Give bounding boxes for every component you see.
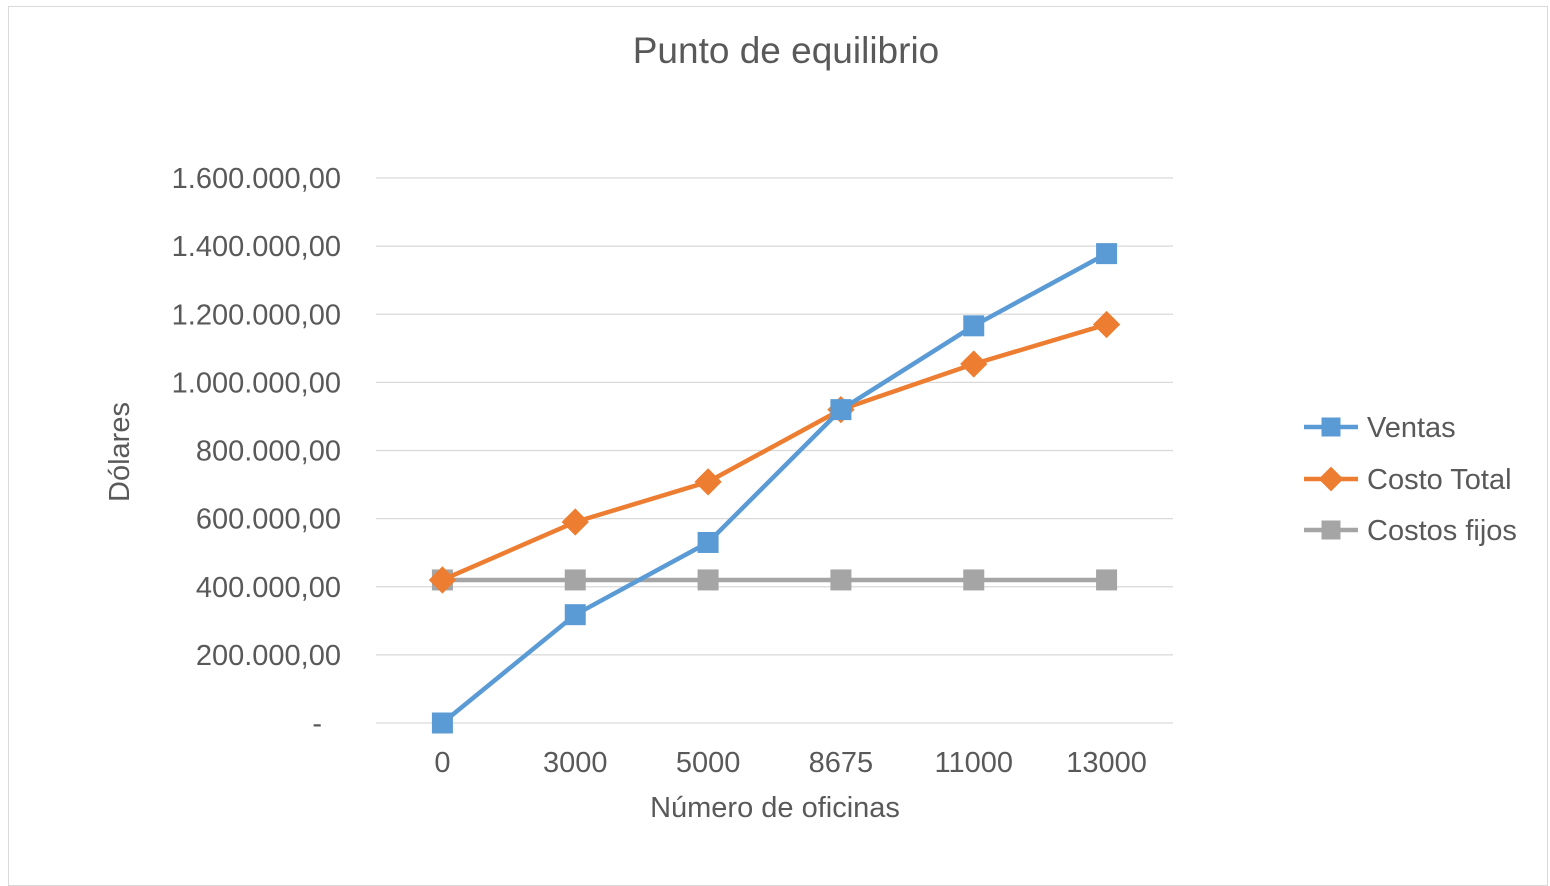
x-axis-tick-labels: 0 3000 5000 8675 11000 13000 <box>434 747 1147 779</box>
x-axis-title: Número de oficinas <box>650 792 900 824</box>
data-point-costos-fijos <box>1096 569 1118 591</box>
x-tick-label: 5000 <box>676 747 741 779</box>
data-point-costo-total <box>428 566 457 594</box>
data-point-costo-total <box>1092 310 1121 339</box>
x-tick-label: 0 <box>434 747 450 779</box>
series-line-ventas <box>440 251 1108 725</box>
data-point-ventas <box>697 531 719 553</box>
x-tick-label: 11000 <box>935 747 1014 779</box>
series-layer <box>428 243 1121 734</box>
y-tick-label: 1.000.000,00 <box>172 367 341 399</box>
x-tick-label: 8675 <box>809 747 874 779</box>
legend-label: Ventas <box>1367 412 1456 444</box>
y-tick-label: 1.400.000,00 <box>172 231 341 263</box>
y-tick-label: 600.000,00 <box>196 504 341 536</box>
data-point-costo-total <box>694 468 722 496</box>
x-tick-label: 13000 <box>1066 747 1147 779</box>
data-point-costo-total <box>1318 466 1344 492</box>
y-tick-label: 400.000,00 <box>196 572 341 604</box>
data-point-ventas <box>963 315 985 337</box>
series-line-costo-total <box>441 322 1108 583</box>
legend-label: Costo Total <box>1367 464 1512 496</box>
legend-label: Costos fijos <box>1367 515 1517 547</box>
data-point-costos-fijos <box>697 569 719 591</box>
legend-item-costos-fijos: Costos fijos <box>1304 515 1517 547</box>
series-ventas <box>431 243 1118 734</box>
gridlines <box>376 177 1173 724</box>
data-point-ventas <box>431 712 453 734</box>
legend: Ventas Costo Total Costos fijos <box>1304 412 1517 547</box>
x-tick-label: 3000 <box>543 747 608 779</box>
data-point-costo-total <box>960 350 988 378</box>
y-axis-tick-labels: - 200.000,00 400.000,00 600.000,00 800.000,0… <box>172 163 341 740</box>
series-costos-fijos <box>431 569 1118 591</box>
y-tick-label: - <box>312 708 322 740</box>
legend-item-ventas: Ventas <box>1304 412 1456 444</box>
y-tick-label: 1.600.000,00 <box>172 163 341 195</box>
data-point-ventas <box>564 604 586 626</box>
data-point-ventas <box>1321 417 1341 437</box>
data-point-costos-fijos <box>963 569 985 591</box>
data-point-costos-fijos <box>830 569 852 591</box>
data-point-costos-fijos <box>1321 520 1341 540</box>
legend-item-costo-total: Costo Total <box>1304 464 1512 496</box>
y-tick-label: 200.000,00 <box>196 640 341 672</box>
data-point-costos-fijos <box>564 569 586 591</box>
series-costo-total <box>428 310 1121 594</box>
data-point-costo-total <box>561 508 589 536</box>
data-point-ventas <box>1096 243 1118 265</box>
y-tick-label: 1.200.000,00 <box>172 299 341 331</box>
y-axis-title: Dólares <box>104 402 136 502</box>
data-point-ventas <box>830 399 852 421</box>
chart-title: Punto de equilibrio <box>633 30 940 71</box>
y-tick-label: 800.000,00 <box>196 436 341 468</box>
